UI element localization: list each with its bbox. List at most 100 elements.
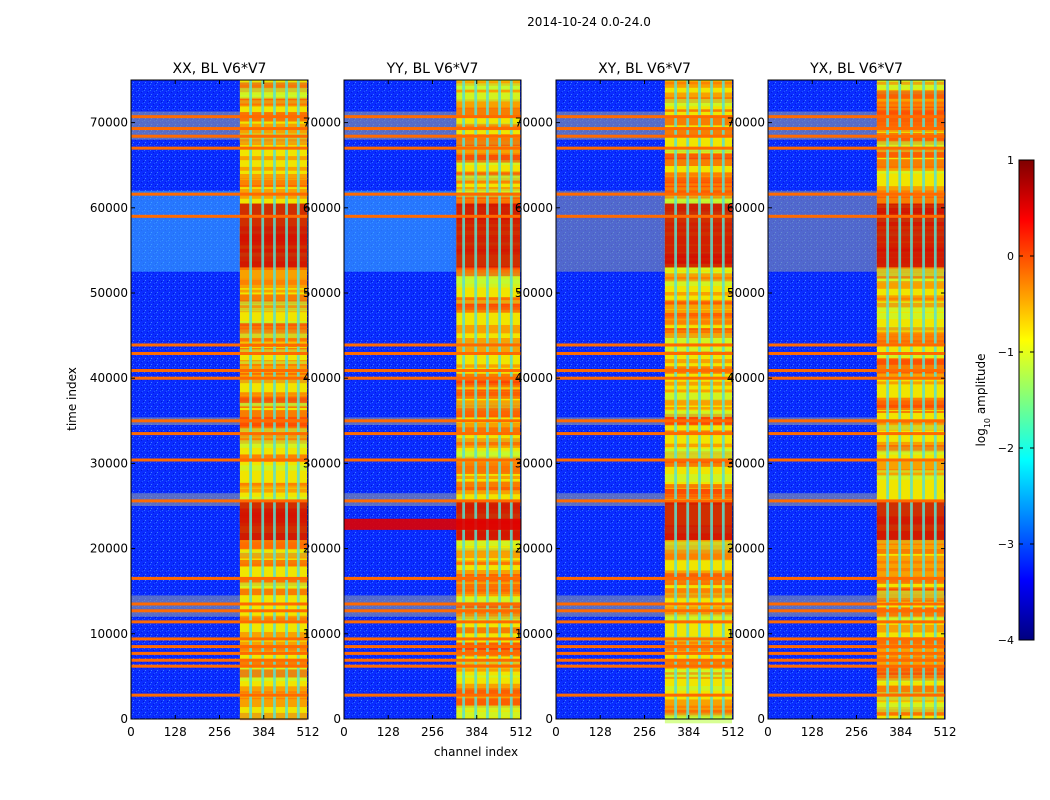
y-tick-label: 60000 [727,201,765,215]
heatmap-horizontal-band [556,127,733,131]
heatmap-panel-1: XX, BL V6*V7 0 128 256 384 512 0 10000 20000 3000… [90,61,320,739]
heatmap-horizontal-band [344,499,521,503]
x-tick-label: 0 [340,725,348,739]
heatmap-horizontal-band [768,369,945,373]
y-tick-label: 60000 [90,201,128,215]
x-tick-label: 0 [127,725,135,739]
colorbar-tick-label: −2 [998,442,1014,455]
heatmap-horizontal-band [344,576,521,580]
heatmap-horizontal-band [344,458,521,462]
heatmap-horizontal-band [556,369,733,373]
heatmap-horizontal-band [131,637,308,641]
heatmap-channel-gap [474,80,478,719]
y-tick-label: 60000 [515,201,553,215]
x-tick-label: 512 [510,725,533,739]
heatmap-horizontal-band [344,432,521,436]
heatmap-horizontal-band [131,576,308,580]
heatmap-horizontal-band [344,127,521,131]
heatmap-horizontal-band [768,645,945,649]
y-tick-label: 0 [757,712,765,726]
panel-title: XY, BL V6*V7 [598,61,691,77]
y-tick-label: 0 [333,712,341,726]
x-tick-label: 0 [764,725,772,739]
heatmap-horizontal-band [344,693,521,697]
heatmap-channel-gap [898,80,902,719]
y-tick-label: 20000 [727,542,765,556]
figure-title: 2014-10-24 0.0-24.0 [527,15,651,29]
x-tick-label: 128 [589,725,612,739]
heatmap-channel-gap [910,80,913,719]
heatmap-horizontal-band [344,192,521,196]
heatmap-horizontal-band [344,134,521,138]
heatmap-horizontal-band [344,602,521,606]
heatmap-horizontal-band [131,609,308,613]
x-tick-label: 512 [297,725,320,739]
heatmap-horizontal-band [768,351,945,355]
heatmap-horizontal-band [131,192,308,196]
heatmap-horizontal-band [556,499,733,503]
heatmap-horizontal-band [131,499,308,503]
heatmap-bright-streak [344,518,521,530]
heatmap-channel-gap [296,80,300,719]
colorbar-label: log10 amplitude [974,354,992,447]
heatmap-horizontal-band [768,651,945,655]
heatmap-horizontal-band [768,637,945,641]
y-tick-label: 20000 [303,542,341,556]
heatmap-channel-gap [886,80,889,719]
heatmap-horizontal-band [344,637,521,641]
x-tick-label: 128 [801,725,824,739]
heatmap-channel-gap [509,80,513,719]
x-tick-label: 128 [164,725,187,739]
heatmap-channel-gap [249,80,252,719]
colorbar-tick-label: −4 [998,634,1014,647]
colorbar-ramp [1018,159,1035,641]
heatmap-horizontal-band [768,127,945,131]
y-tick-label: 30000 [303,456,341,470]
y-tick-label: 70000 [90,116,128,130]
heatmap-horizontal-band [556,376,733,380]
heatmap-horizontal-band [768,602,945,606]
y-tick-label: 0 [120,712,128,726]
heatmap-horizontal-band [556,214,733,218]
heatmap-horizontal-band [556,620,733,624]
heatmap-channel-gap [285,80,288,719]
panel-title: XX, BL V6*V7 [173,61,267,77]
y-tick-label: 50000 [727,286,765,300]
heatmap-horizontal-band [768,693,945,697]
heatmap-horizontal-band [556,645,733,649]
heatmap-channel-gap [674,80,677,719]
x-tick-label: 384 [465,725,488,739]
panel-title: YX, BL V6*V7 [809,61,903,77]
colorbar-tick-label: 1 [1007,154,1014,167]
heatmap-horizontal-band [768,214,945,218]
heatmap-horizontal-band [131,432,308,436]
heatmap-horizontal-band [131,419,308,423]
heatmap-horizontal-band [556,693,733,697]
heatmap-horizontal-band [344,419,521,423]
heatmap-channel-gap [498,80,501,719]
heatmap-horizontal-band [131,664,308,668]
heatmap-horizontal-band [344,115,521,119]
x-tick-label: 384 [677,725,700,739]
y-tick-label: 30000 [90,456,128,470]
x-tick-label: 384 [889,725,912,739]
heatmap-horizontal-band [344,620,521,624]
y-tick-label: 40000 [515,371,553,385]
heatmap-horizontal-band [556,192,733,196]
heatmap-horizontal-band [131,658,308,662]
heatmap-horizontal-band [556,351,733,355]
y-tick-label: 50000 [515,286,553,300]
y-tick-label: 10000 [515,627,553,641]
heatmap-horizontal-band [344,609,521,613]
heatmap-horizontal-band [768,343,945,347]
heatmap-horizontal-band [344,645,521,649]
heatmap-horizontal-band [131,115,308,119]
colorbar: 1 0 −1 −2 −3 −4 log10 amplitude [974,154,1035,647]
heatmap-horizontal-band [131,602,308,606]
heatmap-panel-3: XY, BL V6*V7 0 128 256 384 512 0 10000 20000 3000… [515,61,745,739]
heatmap-horizontal-band [768,458,945,462]
heatmap-horizontal-band [768,609,945,613]
heatmap-horizontal-band [131,127,308,131]
heatmap-horizontal-band [768,192,945,196]
